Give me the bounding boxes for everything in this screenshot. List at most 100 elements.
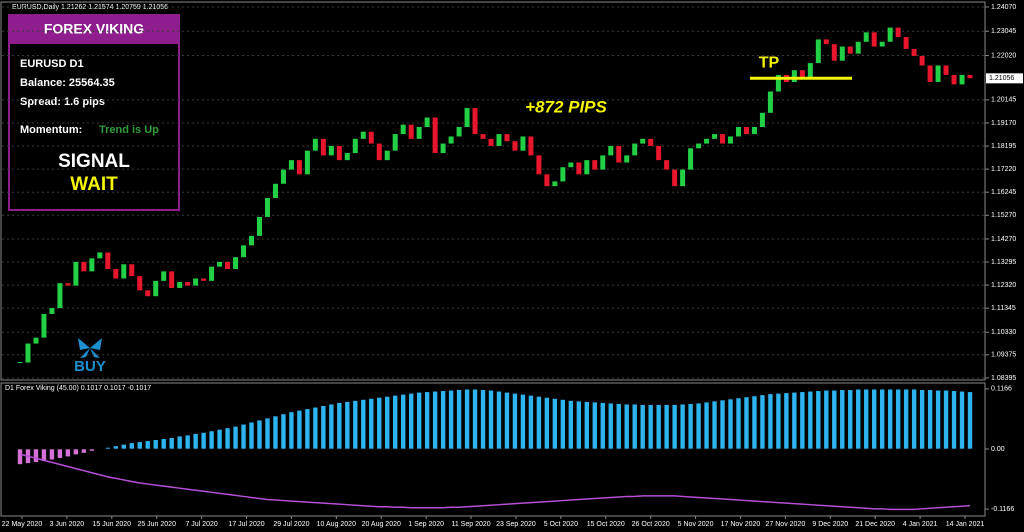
candle xyxy=(656,145,662,161)
histogram-bar xyxy=(951,390,957,450)
histogram-bar xyxy=(967,391,973,450)
candle xyxy=(759,112,765,127)
candle xyxy=(951,74,957,85)
candle xyxy=(65,283,71,286)
candle xyxy=(648,138,654,146)
candle xyxy=(943,65,949,75)
buy-icon xyxy=(78,338,102,358)
histogram-bar xyxy=(623,403,630,450)
price-pane xyxy=(0,1,986,381)
histogram-bar xyxy=(248,421,255,450)
candle xyxy=(831,44,837,61)
info-panel: FOREX VIKING EURUSD D1 Balance: 25564.35… xyxy=(8,14,180,211)
histogram-bar xyxy=(863,388,870,450)
histogram-bar xyxy=(184,434,191,450)
x-tick-label: 1 Sep 2020 xyxy=(408,521,444,528)
x-tick-label: 5 Oct 2020 xyxy=(544,521,578,528)
candle xyxy=(791,70,797,83)
candle xyxy=(927,65,933,83)
histogram-bar xyxy=(224,427,231,450)
candle xyxy=(767,91,773,113)
candle xyxy=(288,160,294,170)
histogram-bar xyxy=(775,393,782,450)
candle xyxy=(217,261,223,267)
histogram-bar xyxy=(743,396,750,450)
histogram-bar xyxy=(112,445,119,450)
x-tick-label: 4 Jan 2021 xyxy=(903,521,938,528)
candle xyxy=(129,264,135,277)
candle xyxy=(33,337,39,344)
candle xyxy=(488,138,494,146)
candle xyxy=(57,283,63,309)
histogram-bar xyxy=(472,388,478,450)
y-tick-label: 0.1166 xyxy=(991,386,1012,393)
candle xyxy=(935,65,941,83)
y-tick-label: 1.17220 xyxy=(991,166,1016,173)
histogram-bar xyxy=(847,389,854,450)
histogram-bar xyxy=(584,401,590,450)
candle xyxy=(256,216,262,236)
candle xyxy=(264,198,270,217)
histogram-bar xyxy=(879,388,885,450)
candle xyxy=(408,124,414,139)
histogram-bar xyxy=(935,389,941,450)
candle xyxy=(608,145,614,156)
histogram-bar xyxy=(296,410,303,450)
candle xyxy=(456,126,462,137)
candle xyxy=(735,126,741,137)
candle xyxy=(743,126,749,135)
y-tick-label: 1.23045 xyxy=(991,28,1016,35)
candle xyxy=(41,313,47,338)
histogram-bar xyxy=(591,401,598,450)
x-tick-label: 7 Jul 2020 xyxy=(185,521,217,528)
candle xyxy=(839,46,845,61)
histogram-bar xyxy=(552,398,558,450)
candle xyxy=(137,276,143,291)
y-tick-label: 1.11345 xyxy=(991,305,1016,312)
candle xyxy=(312,138,318,151)
histogram-bar xyxy=(320,405,327,450)
momentum-value: Trend is Up xyxy=(99,124,159,136)
x-tick-label: 21 Dec 2020 xyxy=(855,521,895,528)
candle xyxy=(209,266,215,281)
y-tick-label: 1.24070 xyxy=(991,4,1016,11)
candle xyxy=(296,160,302,175)
candle xyxy=(392,134,398,151)
y-tick-label: 0.00 xyxy=(991,446,1005,453)
y-tick-label: 1.13295 xyxy=(991,259,1016,266)
histogram-bar xyxy=(783,392,790,450)
histogram-bar xyxy=(208,430,215,450)
x-tick-label: 17 Jul 2020 xyxy=(228,521,264,528)
histogram-bar xyxy=(272,415,279,450)
candle xyxy=(169,271,175,288)
candle xyxy=(161,271,167,281)
histogram-bar xyxy=(544,397,550,450)
histogram-bar xyxy=(288,411,295,450)
butterfly xyxy=(78,338,102,358)
candle xyxy=(480,134,486,139)
histogram-bar xyxy=(919,389,925,450)
histogram-bar xyxy=(448,389,454,450)
histogram-bar xyxy=(408,393,414,450)
candle xyxy=(720,134,726,144)
symbol: EURUSD D1 xyxy=(20,58,84,70)
histogram-bar xyxy=(49,448,55,461)
candle xyxy=(632,143,638,156)
candle xyxy=(241,245,247,258)
x-tick-label: 5 Nov 2020 xyxy=(678,521,714,528)
candle xyxy=(177,282,183,288)
histogram-bar xyxy=(607,402,614,450)
candle xyxy=(352,138,358,154)
histogram-bar xyxy=(384,396,391,450)
histogram-bar xyxy=(488,389,494,450)
histogram-bar xyxy=(711,400,718,450)
signal-value: WAIT xyxy=(70,174,118,195)
candle xyxy=(664,160,670,170)
histogram-bar xyxy=(735,397,742,450)
candle xyxy=(871,32,877,47)
candle xyxy=(584,160,590,175)
histogram-bar xyxy=(152,439,159,450)
x-tick-label: 27 Nov 2020 xyxy=(766,521,806,528)
histogram-bar xyxy=(528,395,534,450)
histogram-bar xyxy=(536,396,542,450)
